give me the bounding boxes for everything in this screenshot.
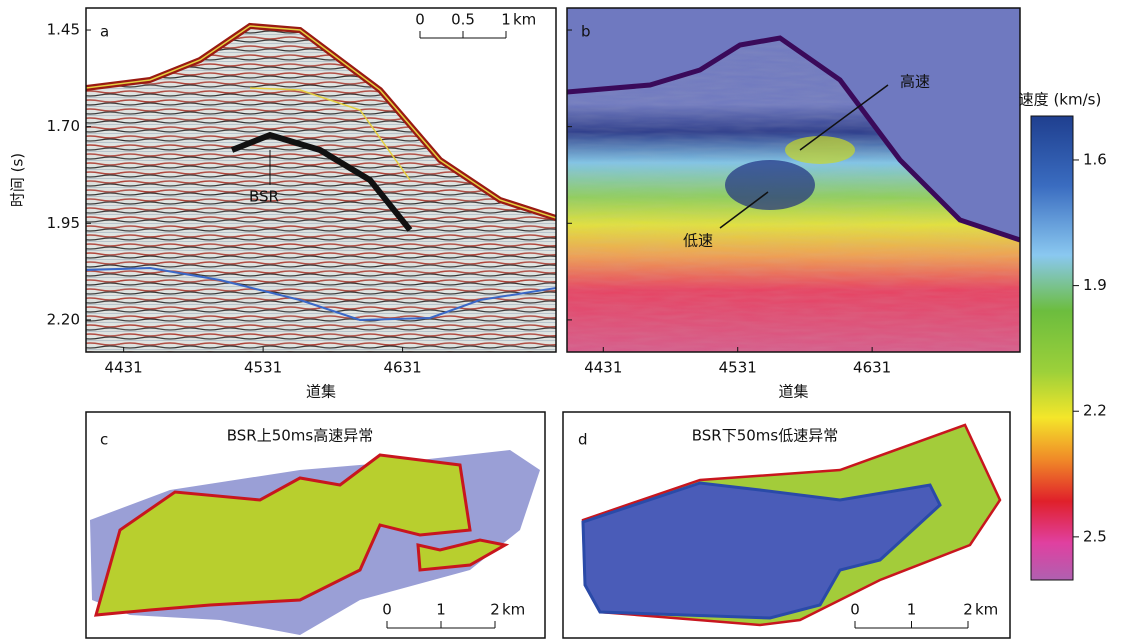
x-tick-label: 4631 <box>853 359 891 377</box>
colorbar-tick-label: 2.2 <box>1083 402 1107 420</box>
panel-label: c <box>100 431 108 449</box>
x-tick-label: 4631 <box>383 359 421 377</box>
x-tick-label: 4531 <box>719 359 757 377</box>
x-axis-label: 道集 <box>306 383 336 401</box>
y-tick-label: 1.70 <box>47 117 80 135</box>
scale-label: 0 <box>382 601 392 619</box>
colorbar-tick-label: 2.5 <box>1083 527 1107 545</box>
y-tick-label: 1.95 <box>47 214 80 232</box>
x-tick-label: 4431 <box>105 359 143 377</box>
panel-images <box>86 8 1073 635</box>
annotation: 高速 <box>900 73 930 91</box>
scale-label: 1 <box>436 601 446 619</box>
scale-label: 0.5 <box>451 11 475 29</box>
scale-unit: km <box>502 601 525 619</box>
panel-title: BSR下50ms低速异常 <box>692 427 839 445</box>
panel-label: d <box>578 431 588 449</box>
y-tick-label: 2.20 <box>47 310 80 328</box>
scale-label: 1 <box>907 601 917 619</box>
figure: 1.451.701.952.20443145314631道集4431453146… <box>0 0 1139 644</box>
panel-label: b <box>581 23 591 41</box>
y-tick-label: 1.45 <box>47 21 80 39</box>
annotation: 低速 <box>683 232 713 250</box>
scale-unit: km <box>513 11 536 29</box>
scale-label: 0 <box>850 601 860 619</box>
scale-label: 2 <box>490 601 500 619</box>
annotation: BSR <box>249 188 279 206</box>
x-tick-label: 4431 <box>584 359 622 377</box>
colorbar-tick-label: 1.6 <box>1083 150 1107 168</box>
y-axis-label: 时间 (s) <box>9 153 27 207</box>
x-tick-label: 4531 <box>244 359 282 377</box>
scale-label: 0 <box>415 11 425 29</box>
panel-label: a <box>100 23 109 41</box>
x-axis-label: 道集 <box>778 383 808 401</box>
colorbar-tick-label: 1.9 <box>1083 276 1107 294</box>
scale-label: 2 <box>963 601 973 619</box>
scale-label: 1 <box>501 11 511 29</box>
panel-title: BSR上50ms高速异常 <box>227 427 374 445</box>
scale-unit: km <box>975 601 998 619</box>
colorbar-title: 速度 (km/s) <box>1019 91 1102 109</box>
